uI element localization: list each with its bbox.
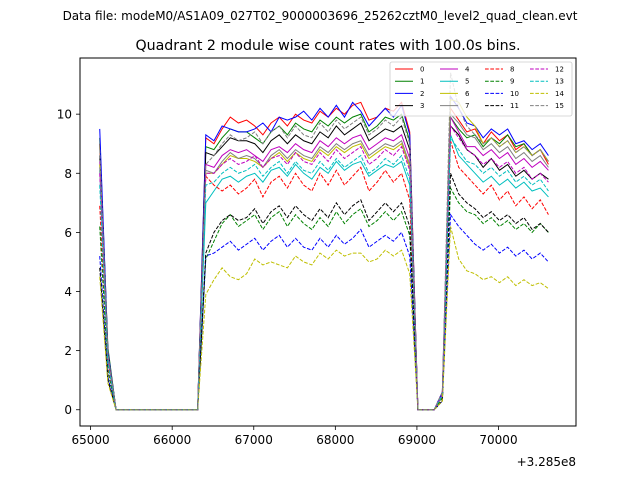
x-offset-label: +3.285e8: [517, 455, 576, 469]
legend-label-4: 4: [465, 66, 470, 74]
axes-frame: [79, 57, 577, 427]
series-line-15: [99, 72, 549, 411]
chart-title: Quadrant 2 module wise count rates with …: [135, 38, 520, 54]
plot-area: [99, 72, 549, 411]
chart-suptitle: Data file: modeM0/AS1A09_027T02_90000036…: [63, 9, 578, 23]
legend-label-3: 3: [420, 102, 424, 110]
y-tick-label-0: 0: [64, 403, 72, 417]
series-line-12: [99, 124, 549, 411]
x-tick-label-66000: 66000: [153, 433, 191, 447]
legend-label-7: 7: [465, 102, 469, 110]
legend-label-10: 10: [510, 90, 519, 98]
legend-label-5: 5: [465, 78, 469, 86]
x-tick-label-65000: 65000: [72, 433, 110, 447]
legend-label-8: 8: [510, 66, 514, 74]
legend-label-6: 6: [465, 90, 470, 98]
legend-label-12: 12: [555, 66, 564, 74]
legend-label-11: 11: [510, 102, 519, 110]
legend-label-15: 15: [555, 102, 564, 110]
x-tick-label-69000: 69000: [398, 433, 436, 447]
x-tick-label-70000: 70000: [479, 433, 517, 447]
legend-label-13: 13: [555, 78, 564, 86]
x-axis: 65000 66000 67000 68000 69000 70000: [72, 426, 518, 447]
legend-box: [389, 61, 573, 117]
legend-label-0: 0: [420, 66, 424, 74]
y-tick-label-8: 8: [64, 167, 72, 181]
y-axis: 0 2 4 6 8 10: [57, 108, 80, 417]
legend-label-1: 1: [420, 78, 424, 86]
y-tick-label-10: 10: [57, 108, 72, 122]
y-tick-label-4: 4: [64, 285, 72, 299]
legend-label-14: 14: [555, 90, 564, 98]
y-tick-label-6: 6: [64, 226, 72, 240]
y-tick-label-2: 2: [64, 344, 72, 358]
x-tick-label-68000: 68000: [316, 433, 354, 447]
x-tick-label-67000: 67000: [235, 433, 273, 447]
series-line-9: [99, 186, 549, 411]
legend-label-2: 2: [420, 90, 424, 98]
legend-label-9: 9: [510, 78, 514, 86]
